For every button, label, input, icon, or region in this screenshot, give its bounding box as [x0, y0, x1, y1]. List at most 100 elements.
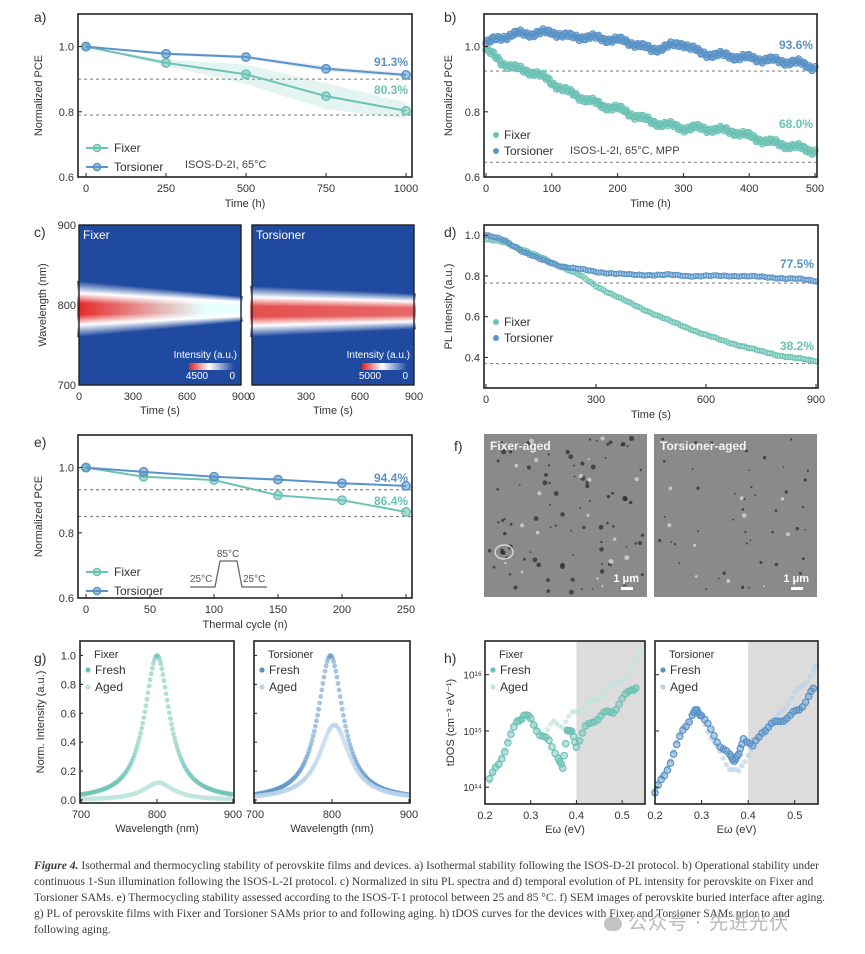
y-tick-label: 0.8 [465, 271, 480, 283]
data-point-fresh [347, 741, 353, 747]
data-point-fresh [312, 723, 318, 729]
sem-bright-spot [612, 537, 617, 541]
data-point-torsioner [321, 63, 331, 74]
sem-pinhole [733, 492, 736, 495]
sem-pinhole [523, 557, 526, 561]
sem-bright-spot [608, 559, 614, 565]
x-tick-label: 750 [317, 183, 335, 195]
x-tick-label: 0.4 [569, 810, 584, 822]
x-tick-label: 700 [246, 809, 264, 821]
chart-a: a) 0 250 500 750 1000 0.6 0.8 1.0 Time (h) Normali… [33, 9, 418, 210]
sem-pinhole [598, 524, 604, 530]
sem-pinhole [579, 507, 582, 510]
sem-pinhole [547, 464, 551, 467]
y-tick-label: 0.2 [61, 766, 76, 778]
heatmap-slice [311, 288, 315, 335]
sem-pinhole [606, 521, 609, 525]
subplot-title: Fixer [499, 649, 524, 661]
heatmap-slice [116, 284, 121, 334]
subplot-title: Torsioner [268, 649, 314, 661]
data-point-aged [563, 719, 569, 725]
heatmap-slice [403, 293, 407, 330]
data-point-aged [686, 718, 692, 724]
percent-annotation: 80.3% [374, 83, 408, 97]
data-point-aged [723, 762, 730, 768]
heatmap-slice [119, 284, 124, 334]
data-point-aged [705, 729, 711, 735]
data-point-fresh [660, 771, 669, 780]
data-point-fresh [707, 725, 715, 733]
sem-pinhole [803, 478, 807, 482]
data-point-fresh [171, 731, 176, 737]
data-point-fresh [321, 674, 327, 680]
panel-label: g) [34, 650, 46, 666]
x-axis-label: Time (s) [631, 409, 671, 421]
sem-pinhole [798, 571, 802, 575]
data-point-aged [708, 735, 714, 741]
heatmap-slice [381, 292, 386, 331]
x-tick-label: 300 [124, 391, 142, 403]
watermark: 公众号 · 先进光伏 [604, 908, 789, 935]
data-point-fresh [345, 733, 351, 739]
data-point-fresh [548, 743, 556, 751]
legend-marker [493, 148, 499, 154]
sem-bright-spot [535, 530, 540, 535]
data-point-fixer [321, 91, 331, 102]
data-point-fresh [666, 759, 675, 767]
data-point-fresh [317, 700, 323, 706]
heatmap-slice [409, 293, 413, 330]
chart-d: d) 0 300 600 900 0.4 0.6 0.8 1.0 Time (s) PL Inten… [443, 224, 825, 421]
sem-pinhole [694, 440, 698, 444]
sem-pinhole [513, 585, 518, 590]
data-point-fresh [529, 721, 538, 729]
heatmap-slice [296, 287, 300, 335]
sem-pinhole [589, 499, 592, 502]
legend-label: Fixer [504, 128, 531, 142]
data-point-fresh [311, 728, 317, 734]
percent-annotation: 93.6% [779, 38, 813, 52]
data-point-fresh [615, 700, 623, 709]
heatmap-slice [262, 286, 267, 337]
sem-pinhole [549, 503, 552, 507]
sem-pinhole [634, 542, 638, 545]
heatmap-slice [223, 294, 228, 324]
legend-label: Fixer [114, 141, 141, 155]
heatmap-slice [308, 288, 312, 335]
heatmap-slice [375, 291, 380, 332]
data-point-fresh [333, 668, 339, 674]
x-axis-label: Wavelength (nm) [115, 823, 198, 835]
plot-frame [654, 640, 819, 805]
sem-pinhole [573, 475, 576, 478]
sem-pinhole [661, 437, 665, 441]
data-point-fresh [146, 683, 152, 689]
heatmap-slice [289, 287, 294, 336]
sem-pinhole [492, 565, 496, 569]
panel-label: h) [444, 650, 456, 666]
chart-e: e) 0 50 100 150 200 250 0.6 0.8 1.0 Thermal cycle … [33, 434, 415, 631]
x-tick-label: 250 [157, 183, 175, 195]
data-point-fresh [158, 661, 164, 667]
y-axis-label: Normalized PCE [33, 476, 45, 557]
heatmap-slice [150, 287, 155, 331]
x-tick-label: 100 [543, 183, 561, 195]
data-point-aged [720, 755, 726, 761]
sem-pinhole [585, 483, 590, 489]
heatmap-slice [187, 291, 191, 327]
caption-text: Isothermal and thermocycling stability o… [34, 859, 826, 936]
sem-pinhole [722, 571, 726, 575]
data-point-fresh [663, 766, 672, 774]
data-point-fresh [148, 671, 154, 677]
sem-pinhole [621, 442, 626, 447]
sem-pinhole [662, 460, 666, 463]
heatmap-slice [369, 291, 374, 332]
y-axis-label: Normalized PCE [33, 55, 45, 136]
data-point-fresh [339, 706, 345, 712]
data-point-fixer [337, 495, 347, 506]
panel-label: e) [34, 434, 46, 450]
heatmap-slice [101, 283, 106, 335]
x-tick-label: 500 [806, 183, 824, 195]
data-point-aged [782, 705, 788, 711]
legend-marker [259, 684, 265, 690]
colorbar-title: Intensity (a.u.) [347, 350, 410, 361]
sem-pinhole [590, 464, 596, 470]
